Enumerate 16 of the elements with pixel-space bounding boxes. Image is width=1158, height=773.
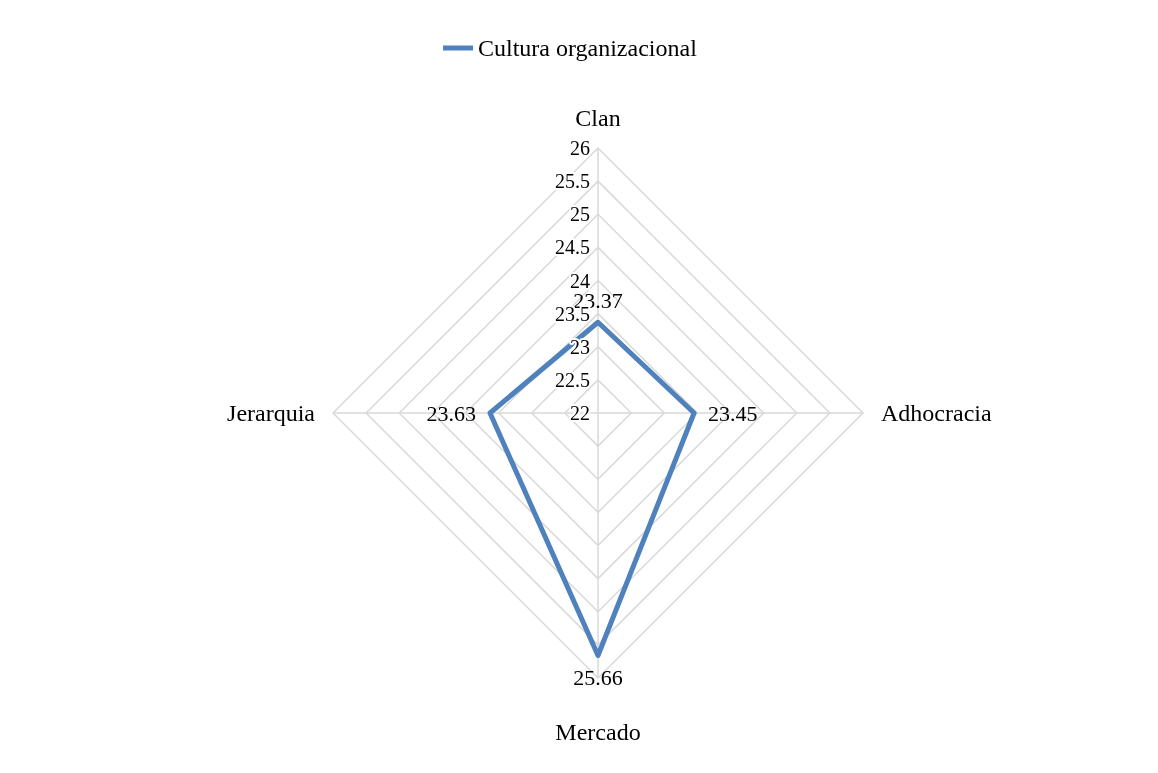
y-tick-label: 22 bbox=[570, 402, 590, 424]
data-label: 23.45 bbox=[708, 401, 758, 426]
y-tick-label: 24 bbox=[570, 269, 590, 292]
legend-label: Cultura organizacional bbox=[478, 35, 698, 61]
y-tick-label: 22.5 bbox=[555, 368, 590, 391]
y-tick-label: 25.5 bbox=[555, 170, 590, 193]
y-tick-label: 24.5 bbox=[555, 236, 590, 259]
spoke-label: Clan bbox=[575, 105, 621, 131]
spoke-label: Adhocracia bbox=[881, 400, 992, 426]
y-tick-label: 23 bbox=[570, 335, 590, 358]
y-tick-label: 26 bbox=[570, 137, 590, 159]
spoke-label: Mercado bbox=[555, 719, 641, 745]
data-label: 23.63 bbox=[426, 401, 477, 426]
spoke-label: Jerarquia bbox=[227, 400, 316, 426]
data-label: 25.66 bbox=[573, 665, 623, 691]
y-tick-label: 25 bbox=[570, 203, 590, 226]
